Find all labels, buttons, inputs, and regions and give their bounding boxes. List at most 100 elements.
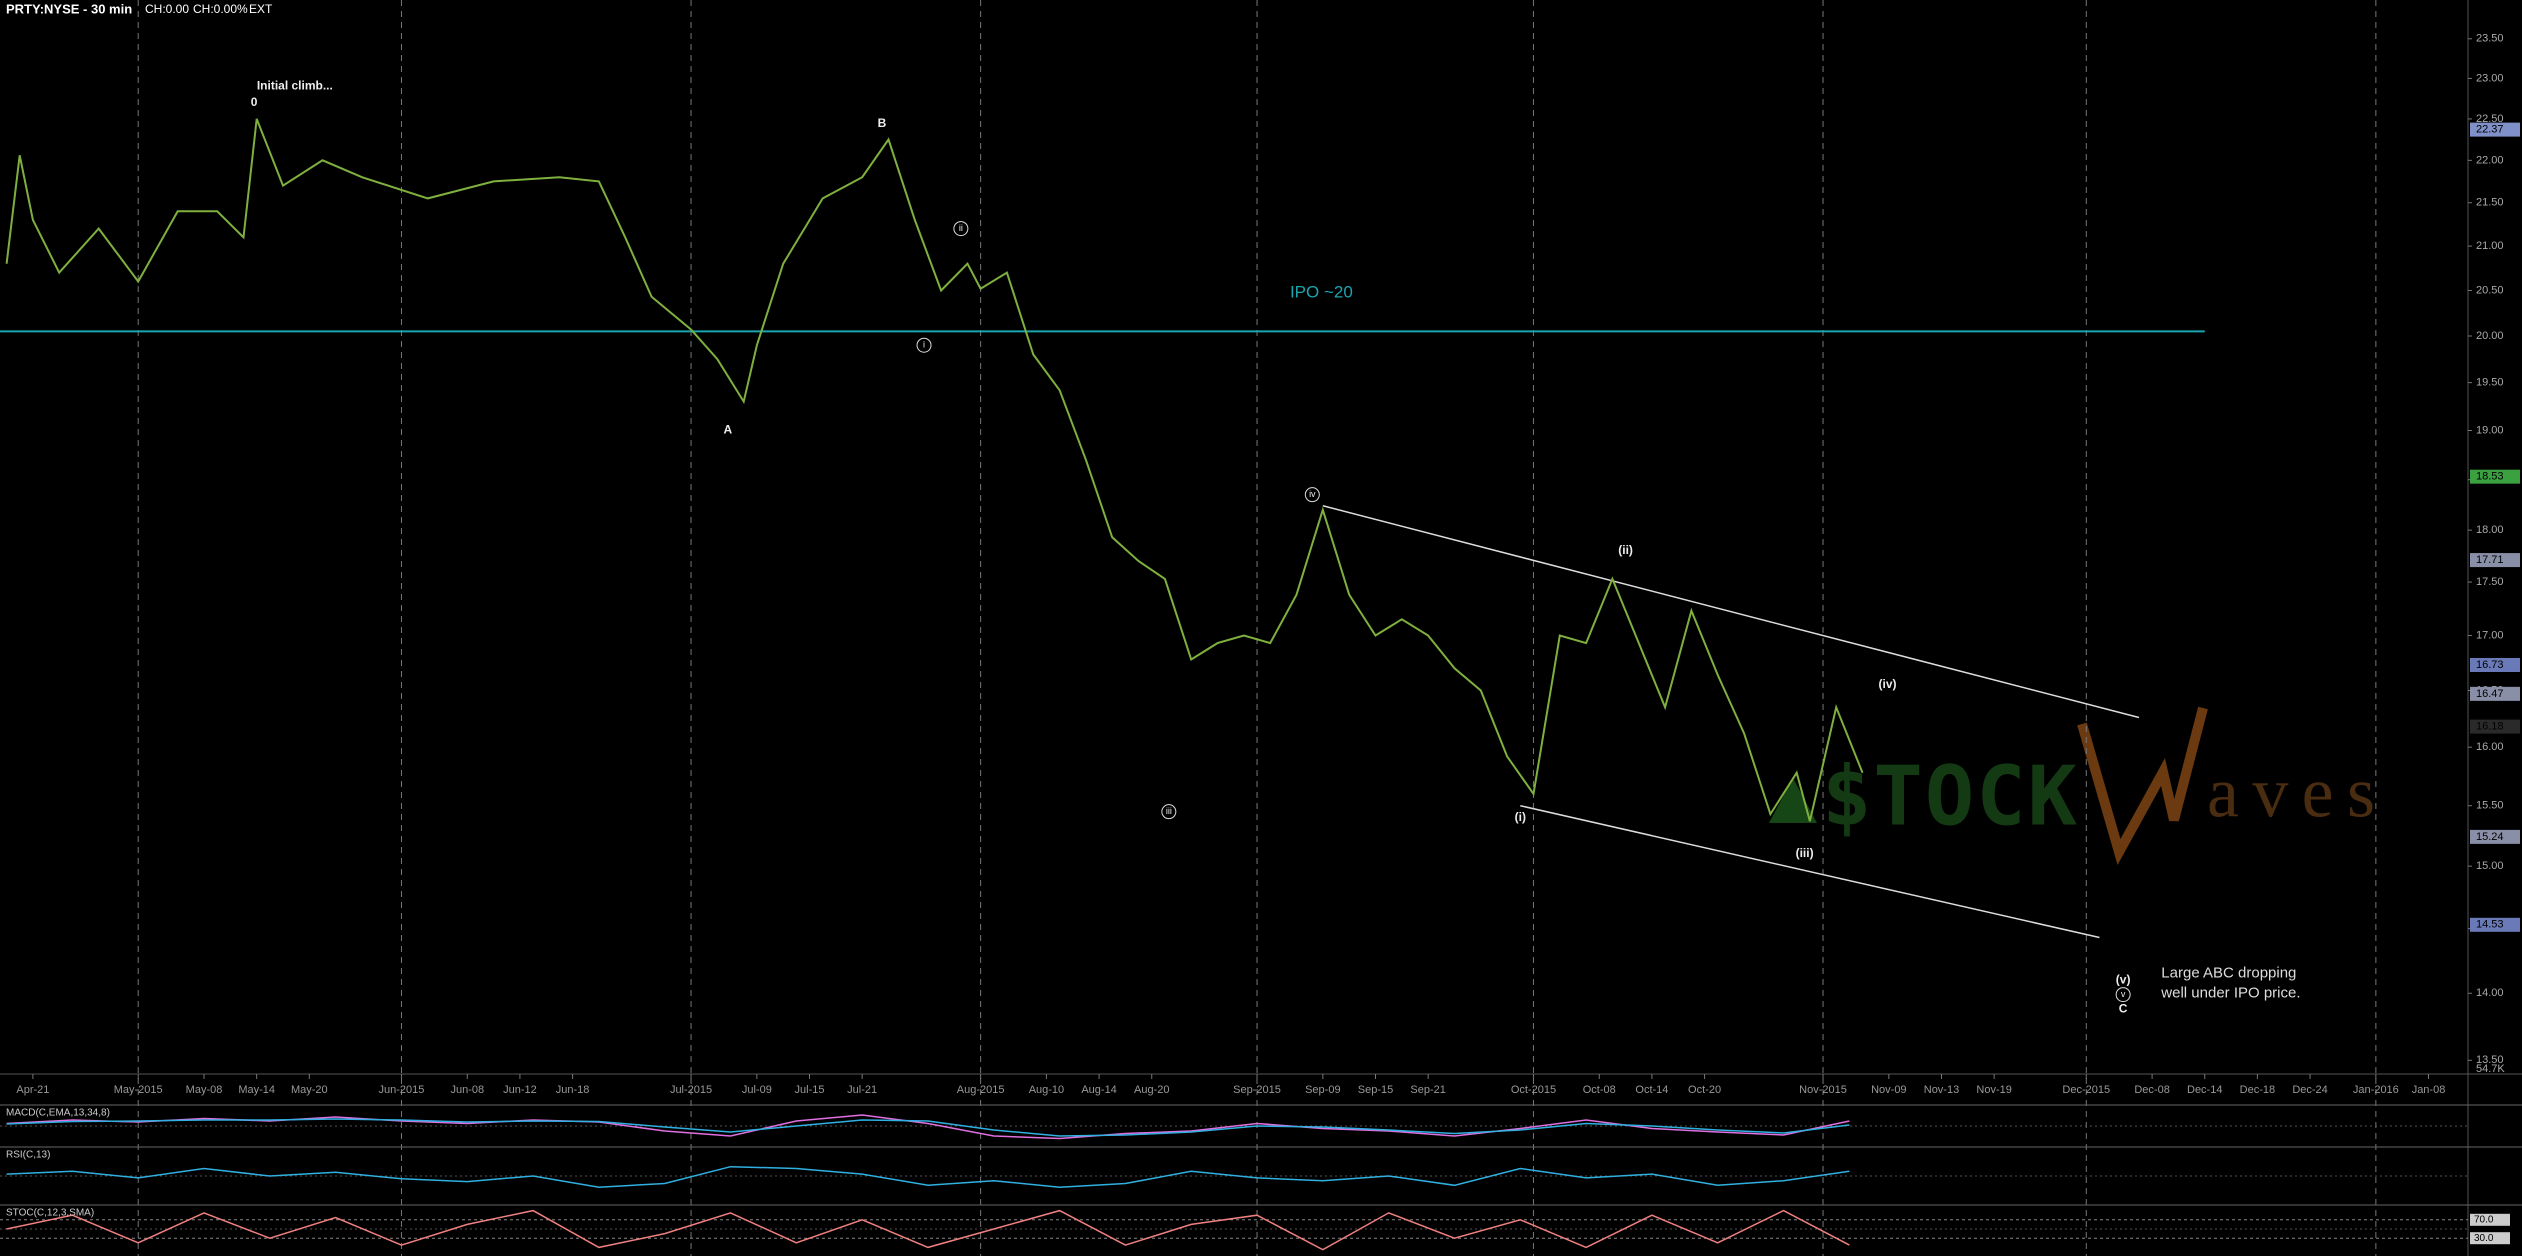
x-tick-label: May-14: [238, 1084, 275, 1096]
x-tick-label: Jun-18: [556, 1084, 590, 1096]
x-tick-label: May-20: [291, 1084, 328, 1096]
ipo-label: IPO ~20: [1290, 283, 1353, 302]
y-tick-label: 23.50: [2476, 33, 2504, 45]
wave-label: Initial climb...: [257, 79, 333, 93]
x-tick-label: Dec-24: [2292, 1084, 2327, 1096]
y-tick-label: 15.50: [2476, 800, 2504, 812]
y-tick-label: 22.50: [2476, 113, 2504, 125]
x-tick-label: Aug-2015: [957, 1084, 1005, 1096]
indicator-label: STOC(C,12,3,SMA): [6, 1208, 94, 1219]
x-tick-label: Jan-08: [2412, 1084, 2446, 1096]
channel-line: [1322, 505, 2140, 719]
wave-circle: [2115, 987, 2131, 1003]
note: Large ABC dropping: [2161, 965, 2296, 982]
x-tick-label: Sep-15: [1358, 1084, 1393, 1096]
level-box: [2470, 1232, 2510, 1245]
wave-label: iii: [1166, 806, 1172, 816]
wave-circle: [1304, 487, 1320, 503]
x-tick-label: Dec-2015: [2062, 1084, 2110, 1096]
price-marker-label: 16.18: [2476, 720, 2504, 732]
x-tick-label: Oct-14: [1635, 1084, 1668, 1096]
x-tick-label: Nov-09: [1871, 1084, 1906, 1096]
price-marker: [2470, 686, 2520, 701]
x-tick-label: Oct-08: [1583, 1084, 1616, 1096]
x-tick-label: Jun-2015: [379, 1084, 425, 1096]
price-line: [5, 118, 1864, 822]
indicator-label: MACD(C,EMA,13,34,8): [6, 1108, 110, 1119]
price-marker: [2470, 657, 2520, 672]
wave-label: (i): [1515, 810, 1526, 824]
chart-title: PRTY:NYSE - 30 min: [6, 1, 132, 16]
wave-label: B: [878, 116, 887, 130]
price-marker: [2470, 122, 2520, 137]
level-label: 30.0: [2474, 1233, 2494, 1244]
watermark-text: $TOCK: [1822, 749, 2078, 844]
x-tick-label: Sep-2015: [1233, 1084, 1281, 1096]
y-tick-label: 14.00: [2476, 987, 2504, 999]
wave-label: ii: [959, 223, 963, 233]
indicator-line: [6, 1114, 1850, 1140]
wave-label: C: [2119, 1001, 2128, 1015]
level-box: [2470, 1213, 2510, 1226]
price-marker: [2470, 917, 2520, 932]
y-tick-label: 18.00: [2476, 524, 2504, 536]
y-tick-label: 17.50: [2476, 576, 2504, 588]
wave-label: (v): [2116, 972, 2131, 986]
note: well under IPO price.: [2160, 985, 2300, 1002]
volume-label: 54.7K: [2476, 1063, 2505, 1075]
x-tick-label: Aug-20: [1134, 1084, 1169, 1096]
y-tick-label: 19.00: [2476, 424, 2504, 436]
y-tick-label: 15.00: [2476, 860, 2504, 872]
wave-label: 0: [251, 95, 258, 109]
wave-circle: [953, 221, 969, 237]
x-tick-label: Dec-14: [2187, 1084, 2222, 1096]
watermark-logo: [1769, 778, 1817, 823]
level-label: 70.0: [2474, 1214, 2494, 1225]
price-marker-label: 15.24: [2476, 831, 2504, 843]
watermark-w: [2077, 706, 2208, 866]
x-tick-label: Oct-2015: [1511, 1084, 1556, 1096]
header-field: CH:0.00%: [193, 2, 248, 16]
x-tick-label: May-2015: [114, 1084, 163, 1096]
price-marker: [2470, 719, 2520, 734]
x-tick-label: Jun-12: [503, 1084, 537, 1096]
x-tick-label: Jun-08: [450, 1084, 484, 1096]
x-tick-label: Apr-21: [16, 1084, 49, 1096]
price-marker-label: 18.53: [2476, 471, 2504, 483]
wave-label: i: [923, 340, 925, 350]
y-tick-label: 16.00: [2476, 741, 2504, 753]
y-tick-label: 17.00: [2476, 629, 2504, 641]
price-marker: [2470, 829, 2520, 844]
price-marker-label: 16.47: [2476, 688, 2504, 700]
price-marker-label: 22.37: [2476, 124, 2504, 136]
price-marker: [2470, 469, 2520, 484]
wave-circle: [916, 337, 932, 353]
wave-label: iv: [1309, 489, 1316, 499]
y-tick-label: 22.00: [2476, 154, 2504, 166]
y-tick-label: 20.00: [2476, 330, 2504, 342]
y-tick-label: 20.50: [2476, 284, 2504, 296]
indicator-line: [6, 1118, 1850, 1137]
y-tick-label: 21.50: [2476, 197, 2504, 209]
x-tick-label: Jul-15: [795, 1084, 825, 1096]
indicator-line: [6, 1209, 1850, 1251]
indicator-label: RSI(C,13): [6, 1150, 50, 1161]
wave-circle: [1161, 804, 1177, 820]
wave-label: (ii): [1618, 543, 1633, 557]
price-marker-label: 17.71: [2476, 554, 2504, 566]
x-tick-label: Jul-21: [847, 1084, 877, 1096]
price-marker: [2470, 553, 2520, 568]
x-tick-label: Aug-14: [1081, 1084, 1116, 1096]
x-tick-label: Sep-21: [1410, 1084, 1445, 1096]
x-tick-label: Dec-18: [2240, 1084, 2275, 1096]
x-tick-label: Jul-2015: [670, 1084, 712, 1096]
indicator-line: [6, 1165, 1850, 1188]
x-tick-label: Nov-19: [1976, 1084, 2011, 1096]
wave-label: A: [724, 423, 733, 437]
y-tick-label: 21.00: [2476, 240, 2504, 252]
y-tick-label: 19.50: [2476, 377, 2504, 389]
wave-label: v: [2121, 989, 2126, 999]
